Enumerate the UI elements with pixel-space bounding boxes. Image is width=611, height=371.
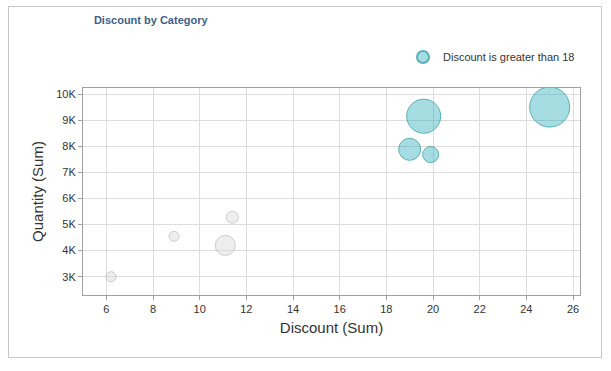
- svg-text:12: 12: [240, 303, 252, 315]
- svg-text:5K: 5K: [62, 218, 76, 230]
- svg-text:24: 24: [520, 303, 532, 315]
- svg-text:20: 20: [427, 303, 439, 315]
- svg-text:Discount (Sum): Discount (Sum): [280, 319, 383, 336]
- svg-text:Quantity (Sum): Quantity (Sum): [29, 141, 46, 242]
- svg-text:22: 22: [474, 303, 486, 315]
- svg-text:8: 8: [150, 303, 156, 315]
- svg-text:4K: 4K: [62, 244, 76, 256]
- svg-text:18: 18: [380, 303, 392, 315]
- svg-text:6K: 6K: [62, 192, 76, 204]
- svg-text:16: 16: [334, 303, 346, 315]
- svg-text:14: 14: [287, 303, 299, 315]
- svg-text:7K: 7K: [62, 166, 76, 178]
- svg-text:Discount by Category: Discount by Category: [94, 14, 209, 26]
- svg-text:10: 10: [194, 303, 206, 315]
- svg-text:3K: 3K: [62, 271, 76, 283]
- svg-text:Discount is greater than 18: Discount is greater than 18: [443, 51, 574, 63]
- svg-text:6: 6: [103, 303, 109, 315]
- svg-text:10K: 10K: [56, 88, 76, 100]
- svg-text:8K: 8K: [62, 140, 76, 152]
- svg-text:9K: 9K: [62, 114, 76, 126]
- svg-text:26: 26: [567, 303, 579, 315]
